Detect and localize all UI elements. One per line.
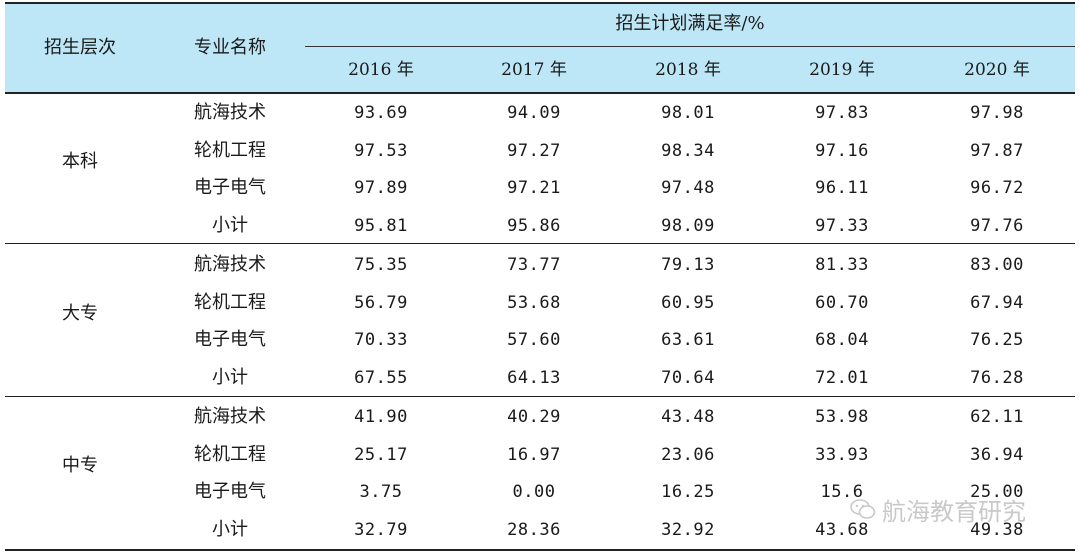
value-cell: 43.48: [661, 407, 715, 427]
value-cell: 94.09: [507, 103, 561, 123]
major-name: 航海技术: [194, 102, 266, 123]
major-name: 电子电气: [194, 481, 266, 503]
value-cell: 98.09: [661, 215, 715, 236]
major-name: 小计: [212, 518, 248, 540]
value-cell: 25.17: [354, 444, 408, 465]
value-cell: 70.64: [661, 367, 715, 388]
value-cell: 49.38: [970, 519, 1024, 540]
value-cell: 16.25: [661, 482, 715, 503]
value-cell: 98.34: [661, 140, 715, 161]
value-cell: 76.28: [970, 367, 1024, 388]
header-year: 2020 年: [964, 60, 1030, 80]
value-cell: 41.90: [354, 407, 408, 427]
value-cell: 56.79: [354, 292, 408, 313]
value-cell: 40.29: [507, 407, 561, 427]
major-name: 轮机工程: [194, 139, 266, 161]
major-name: 航海技术: [194, 406, 266, 427]
group-header-underline: [305, 46, 1075, 47]
table-header-background: [5, 3, 1075, 93]
value-cell: 64.13: [507, 367, 561, 388]
header-year: 2018 年: [655, 60, 721, 80]
header-year: 2016 年: [348, 60, 414, 80]
major-name: 电子电气: [194, 329, 266, 351]
value-cell: 95.81: [354, 215, 408, 236]
value-cell: 36.94: [970, 444, 1024, 465]
value-cell: 53.98: [815, 407, 869, 427]
bottom-rule: [5, 549, 1075, 551]
value-cell: 97.16: [815, 140, 869, 161]
header-major: 专业名称: [194, 37, 266, 58]
value-cell: 97.87: [970, 140, 1024, 161]
level-label: 中专: [62, 455, 98, 476]
value-cell: 0.00: [512, 482, 556, 503]
value-cell: 97.76: [970, 215, 1024, 236]
group-divider: [5, 396, 1075, 397]
value-cell: 23.06: [661, 444, 715, 465]
value-cell: 97.33: [815, 215, 869, 236]
value-cell: 60.95: [661, 292, 715, 313]
value-cell: 76.25: [970, 330, 1024, 351]
header-year: 2017 年: [501, 60, 567, 80]
header-rule: [5, 92, 1075, 94]
value-cell: 95.86: [507, 215, 561, 236]
value-cell: 97.98: [970, 103, 1024, 123]
value-cell: 43.68: [815, 519, 869, 540]
value-cell: 67.94: [970, 292, 1024, 313]
value-cell: 96.11: [815, 178, 869, 199]
group-divider: [5, 243, 1075, 244]
value-cell: 83.00: [970, 255, 1024, 275]
major-name: 电子电气: [194, 177, 266, 199]
level-label: 本科: [62, 151, 98, 172]
value-cell: 62.11: [970, 407, 1024, 427]
header-level: 招生层次: [44, 37, 116, 58]
value-cell: 97.53: [354, 140, 408, 161]
value-cell: 67.55: [354, 367, 408, 388]
value-cell: 81.33: [815, 255, 869, 275]
value-cell: 70.33: [354, 330, 408, 351]
chat-bubble-icon: [850, 499, 876, 519]
value-cell: 79.13: [661, 255, 715, 275]
top-rule: [5, 2, 1075, 4]
header-year: 2019 年: [809, 60, 875, 80]
watermark-text: 航海教育研究: [882, 497, 1026, 526]
value-cell: 63.61: [661, 330, 715, 351]
value-cell: 32.79: [354, 519, 408, 540]
value-cell: 97.48: [661, 178, 715, 199]
value-cell: 73.77: [507, 255, 561, 275]
value-cell: 16.97: [507, 444, 561, 465]
value-cell: 15.6: [820, 482, 864, 503]
value-cell: 3.75: [359, 482, 403, 503]
major-name: 小计: [212, 214, 248, 236]
major-name: 轮机工程: [194, 443, 266, 465]
major-name: 轮机工程: [194, 291, 266, 313]
major-name: 小计: [212, 366, 248, 388]
value-cell: 97.83: [815, 103, 869, 123]
value-cell: 98.01: [661, 103, 715, 123]
value-cell: 72.01: [815, 367, 869, 388]
value-cell: 97.21: [507, 178, 561, 199]
value-cell: 97.89: [354, 178, 408, 199]
value-cell: 68.04: [815, 330, 869, 351]
watermark: 航海教育研究: [850, 494, 1026, 526]
value-cell: 97.27: [507, 140, 561, 161]
value-cell: 93.69: [354, 103, 408, 123]
major-name: 航海技术: [194, 254, 266, 275]
value-cell: 33.93: [815, 444, 869, 465]
value-cell: 32.92: [661, 519, 715, 540]
value-cell: 96.72: [970, 178, 1024, 199]
value-cell: 75.35: [354, 255, 408, 275]
value-cell: 28.36: [507, 519, 561, 540]
header-group: 招生计划满足率/%: [615, 13, 765, 34]
value-cell: 60.70: [815, 292, 869, 313]
level-label: 大专: [62, 303, 98, 324]
value-cell: 53.68: [507, 292, 561, 313]
value-cell: 25.00: [970, 482, 1024, 503]
value-cell: 57.60: [507, 330, 561, 351]
